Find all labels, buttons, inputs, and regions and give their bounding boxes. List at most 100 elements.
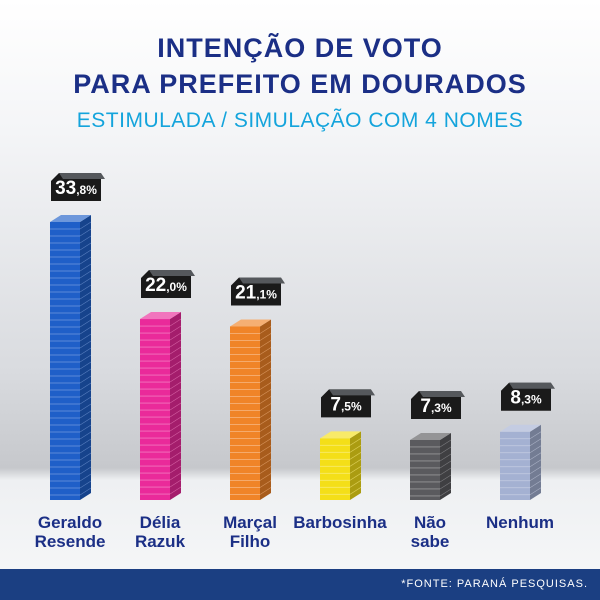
bar-front [320, 438, 350, 500]
bar-side-line [169, 360, 182, 369]
bar-side-line [259, 487, 272, 495]
bar-side-line [79, 452, 92, 461]
bar-top [410, 432, 451, 440]
bar-side-line [169, 353, 182, 362]
bar-side-line [439, 446, 452, 455]
bar-side-line [169, 486, 182, 495]
bar-side-line [169, 437, 182, 446]
bar-side-line [169, 451, 182, 460]
bar-side-line [169, 416, 182, 425]
bar-side-line [79, 417, 92, 426]
value-label-box [501, 382, 551, 411]
bar-side-line [349, 466, 362, 474]
bar-side-line [529, 452, 542, 460]
category-label-line: Resende [35, 532, 106, 551]
bar-group-3 [320, 431, 362, 500]
bar-chart: 33,8% Geraldo Resende 22,0% Délia Razuk 21,1% M… [35, 173, 555, 551]
bar-side-line [79, 389, 92, 398]
value-label-5: 8,3% [501, 382, 555, 411]
value-label-3: 7,5% [321, 389, 375, 418]
bar-side-line [79, 277, 92, 286]
bar-side-line [79, 396, 92, 405]
value-integer: 22 [145, 275, 166, 296]
bar-side-line [259, 396, 272, 404]
bar-side-line [79, 410, 92, 419]
bar-side-line [259, 438, 272, 446]
bar-side-line [169, 402, 182, 411]
bar-side-line [79, 312, 92, 321]
value-label-text: 21,1% [235, 282, 277, 303]
bar-side [260, 319, 271, 500]
category-label-2: Marçal Filho [223, 513, 277, 551]
bar-side-line [79, 319, 92, 328]
value-integer: 21 [235, 282, 257, 303]
bar-group-1 [140, 312, 182, 500]
bar-side-line [79, 291, 92, 300]
bar-side-line [259, 403, 272, 411]
bar-side-line [349, 438, 362, 446]
bar-side-line [79, 326, 92, 335]
bar-side-line [79, 424, 92, 433]
category-label-line: Barbosinha [293, 513, 387, 532]
bar-side-line [79, 368, 92, 377]
bar-side-line [169, 318, 182, 327]
bar-side-line [259, 410, 272, 418]
bar-group-0 [50, 215, 92, 500]
bar-side-line [79, 270, 92, 279]
category-label-3: Barbosinha [293, 513, 387, 532]
bar-group-5 [500, 424, 542, 500]
bar-side-line [439, 481, 452, 490]
value-decimal: ,3% [431, 401, 452, 415]
category-label-line: Marçal [223, 513, 277, 532]
bar-side-line [169, 444, 182, 453]
bar-side-line [79, 375, 92, 384]
bar-side-line [169, 465, 182, 474]
bar-side-line [79, 403, 92, 412]
bar-side-line [259, 333, 272, 341]
bar-side-line [259, 347, 272, 355]
bar-side-line [169, 332, 182, 341]
bar-front [50, 222, 80, 500]
bar-side-line [529, 473, 542, 481]
bar-group-2 [230, 319, 272, 500]
value-label-box [51, 173, 101, 201]
bar-side-line [529, 438, 542, 446]
bar-side-line [349, 459, 362, 467]
category-label-line: Filho [230, 532, 271, 551]
bar-front [230, 326, 260, 500]
bar-side-line [259, 445, 272, 453]
bar-side-line [79, 480, 92, 489]
value-label-box [411, 390, 461, 419]
bar-side-line [259, 452, 272, 460]
bar-top [500, 424, 541, 432]
bar-side-line [79, 256, 92, 265]
bar-side-line [259, 361, 272, 369]
bar-side-line [79, 298, 92, 307]
value-decimal: ,0% [166, 280, 187, 294]
value-label-box-top [239, 277, 285, 284]
bar-side-line [79, 242, 92, 251]
bar-top [50, 215, 91, 222]
value-integer: 33 [55, 178, 76, 199]
bar-side-line [169, 388, 182, 397]
category-label-line: Geraldo [38, 513, 102, 532]
bar-side-line [79, 263, 92, 272]
bar-side [80, 215, 91, 500]
source-note: *FONTE: PARANÁ PESQUISAS. [401, 578, 588, 590]
bar-side-line [79, 305, 92, 314]
bar-side-line [79, 221, 92, 230]
value-integer: 8 [510, 388, 521, 409]
bar-side-line [79, 382, 92, 391]
bar-side-line [169, 479, 182, 488]
bar-side-line [79, 438, 92, 447]
bar-side-line [529, 431, 542, 439]
value-label-1: 22,0% [141, 270, 195, 299]
bar-side-line [79, 340, 92, 349]
bar-side-line [169, 374, 182, 383]
value-label-box-top [59, 173, 105, 179]
value-label-box-top [509, 382, 555, 389]
value-label-2: 21,1% [231, 277, 285, 306]
bar-group-4 [410, 432, 452, 500]
bar-side-line [79, 431, 92, 440]
value-label-box-top [149, 270, 195, 277]
